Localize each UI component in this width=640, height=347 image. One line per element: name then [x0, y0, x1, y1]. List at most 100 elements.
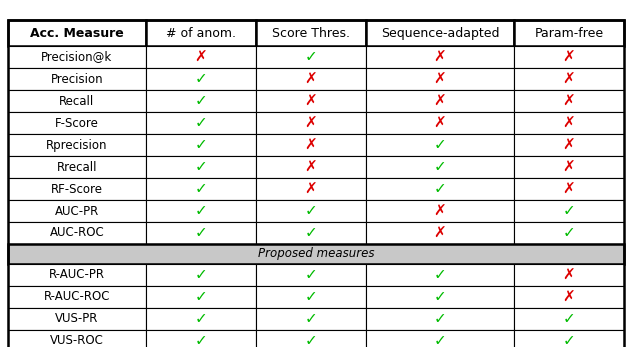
Text: ✓: ✓ [195, 312, 207, 327]
Text: ✗: ✗ [563, 71, 575, 86]
Text: ✗: ✗ [434, 226, 446, 240]
Bar [366, 200, 514, 222]
Bar [146, 200, 256, 222]
Bar [366, 286, 514, 308]
Text: Rprecision: Rprecision [46, 138, 108, 152]
Text: ✓: ✓ [434, 137, 446, 152]
Text: ✓: ✓ [434, 181, 446, 196]
Bar [514, 308, 624, 330]
Text: Sequence-adapted: Sequence-adapted [381, 26, 499, 40]
Text: ✗: ✗ [305, 93, 317, 109]
Bar [366, 68, 514, 90]
Bar [366, 178, 514, 200]
Bar [514, 222, 624, 244]
Text: Precision@k: Precision@k [42, 51, 113, 64]
Bar [146, 46, 256, 68]
Text: ✗: ✗ [563, 50, 575, 65]
Text: Score Thres.: Score Thres. [272, 26, 350, 40]
Bar [8, 264, 146, 286]
Bar [514, 20, 624, 46]
Text: ✗: ✗ [563, 93, 575, 109]
Text: ✗: ✗ [305, 137, 317, 152]
Bar [8, 286, 146, 308]
Bar [146, 68, 256, 90]
Text: Precision: Precision [51, 73, 103, 85]
Text: # of anom.: # of anom. [166, 26, 236, 40]
Text: ✓: ✓ [563, 203, 575, 219]
Bar [366, 264, 514, 286]
Text: ✗: ✗ [434, 93, 446, 109]
Bar [366, 46, 514, 68]
Text: ✓: ✓ [305, 312, 317, 327]
Bar [514, 286, 624, 308]
Bar [256, 68, 366, 90]
Bar [8, 200, 146, 222]
Bar [366, 222, 514, 244]
Text: ✓: ✓ [305, 333, 317, 347]
Bar [256, 264, 366, 286]
Bar [514, 90, 624, 112]
Bar [146, 308, 256, 330]
Bar [256, 308, 366, 330]
Bar [8, 134, 146, 156]
Bar [146, 156, 256, 178]
Text: ✓: ✓ [195, 116, 207, 130]
Text: ✓: ✓ [563, 312, 575, 327]
Bar [514, 68, 624, 90]
Text: Rrecall: Rrecall [57, 161, 97, 174]
Text: AUC-PR: AUC-PR [55, 204, 99, 218]
Text: ✗: ✗ [305, 160, 317, 175]
Bar [514, 46, 624, 68]
Bar [8, 244, 624, 264]
Bar [256, 178, 366, 200]
Bar [256, 156, 366, 178]
Bar [514, 200, 624, 222]
Bar [146, 90, 256, 112]
Bar [8, 90, 146, 112]
Text: ✓: ✓ [434, 160, 446, 175]
Bar [146, 112, 256, 134]
Bar [146, 330, 256, 347]
Bar [256, 222, 366, 244]
Bar [146, 286, 256, 308]
Bar [366, 308, 514, 330]
Bar [256, 330, 366, 347]
Text: ✗: ✗ [195, 50, 207, 65]
Bar [366, 134, 514, 156]
Text: ✓: ✓ [195, 160, 207, 175]
Text: Acc. Measure: Acc. Measure [30, 26, 124, 40]
Bar [256, 200, 366, 222]
Text: ✗: ✗ [434, 71, 446, 86]
Bar [146, 20, 256, 46]
Bar [256, 90, 366, 112]
Text: ✓: ✓ [305, 268, 317, 282]
Text: ✓: ✓ [305, 289, 317, 305]
Text: ✓: ✓ [563, 333, 575, 347]
Bar [366, 112, 514, 134]
Bar [366, 330, 514, 347]
Bar [256, 112, 366, 134]
Text: ✓: ✓ [195, 137, 207, 152]
Bar [146, 178, 256, 200]
Text: ✗: ✗ [563, 160, 575, 175]
Text: ✗: ✗ [563, 268, 575, 282]
Bar [146, 264, 256, 286]
Bar [256, 20, 366, 46]
Text: ✗: ✗ [563, 181, 575, 196]
Bar [366, 20, 514, 46]
Text: ✗: ✗ [563, 137, 575, 152]
Bar [366, 156, 514, 178]
Text: Proposed measures: Proposed measures [258, 247, 374, 261]
Text: ✓: ✓ [195, 181, 207, 196]
Bar [256, 134, 366, 156]
Bar [514, 134, 624, 156]
Text: Recall: Recall [60, 94, 95, 108]
Text: VUS-PR: VUS-PR [55, 313, 99, 325]
Text: ✗: ✗ [563, 116, 575, 130]
Bar [256, 46, 366, 68]
Text: ✓: ✓ [434, 289, 446, 305]
Text: ✗: ✗ [434, 203, 446, 219]
Bar [514, 112, 624, 134]
Text: ✗: ✗ [434, 116, 446, 130]
Bar [8, 222, 146, 244]
